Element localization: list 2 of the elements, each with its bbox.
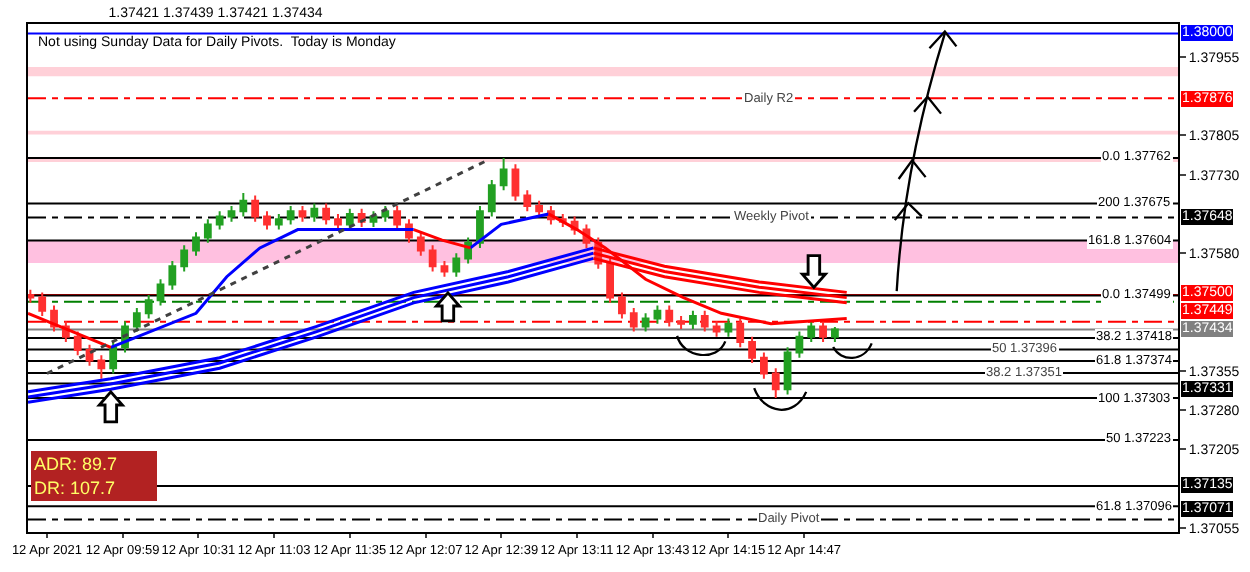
annotation: DR: 107.7: [34, 478, 116, 498]
annotation: ADR: 89.7: [34, 454, 118, 474]
